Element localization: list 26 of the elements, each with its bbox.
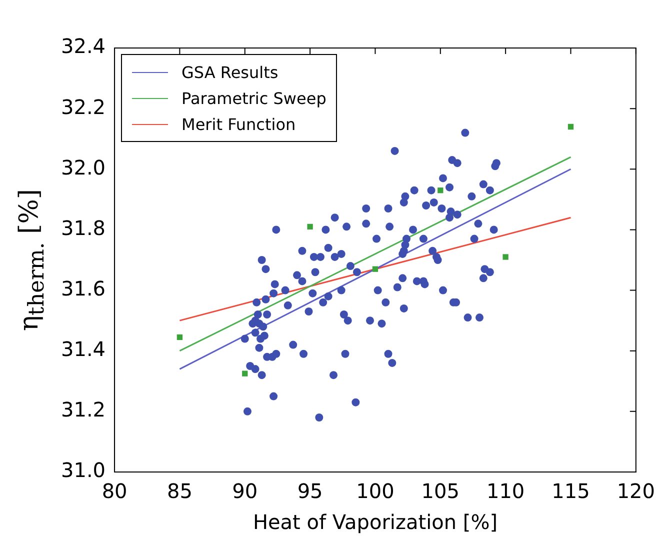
y-tick-label: 31.2 xyxy=(61,398,106,422)
x-tick-label: 90 xyxy=(232,479,258,504)
x-tick-label: 110 xyxy=(486,479,525,504)
y-tick-label: 31.6 xyxy=(61,276,106,300)
point xyxy=(176,334,183,340)
y-tick-label: 31.4 xyxy=(61,337,106,362)
x-tick-label: 115 xyxy=(552,479,590,504)
x-tick-label: 95 xyxy=(297,479,323,504)
legend-label: Merit Function xyxy=(182,114,296,134)
point xyxy=(502,254,508,260)
legend-label: GSA Results xyxy=(182,62,278,82)
x-tick-label: 100 xyxy=(356,479,394,504)
y-tick-label: 31.8 xyxy=(61,216,106,240)
x-tick-label: 85 xyxy=(166,479,192,504)
x-tick-label: 120 xyxy=(616,479,656,504)
y-tick-label: 32.2 xyxy=(61,94,106,119)
y-tick-label: 32.0 xyxy=(61,155,106,180)
point xyxy=(242,370,248,376)
point xyxy=(438,188,444,194)
y-tick-label: 32.4 xyxy=(61,34,106,58)
legend-label: Parametric Sweep xyxy=(182,88,326,108)
x-tick-label: 105 xyxy=(421,479,460,504)
x-axis-title: Heat of Vaporization [%] xyxy=(252,510,498,534)
point xyxy=(372,266,378,272)
point xyxy=(307,224,313,230)
point xyxy=(568,124,574,130)
